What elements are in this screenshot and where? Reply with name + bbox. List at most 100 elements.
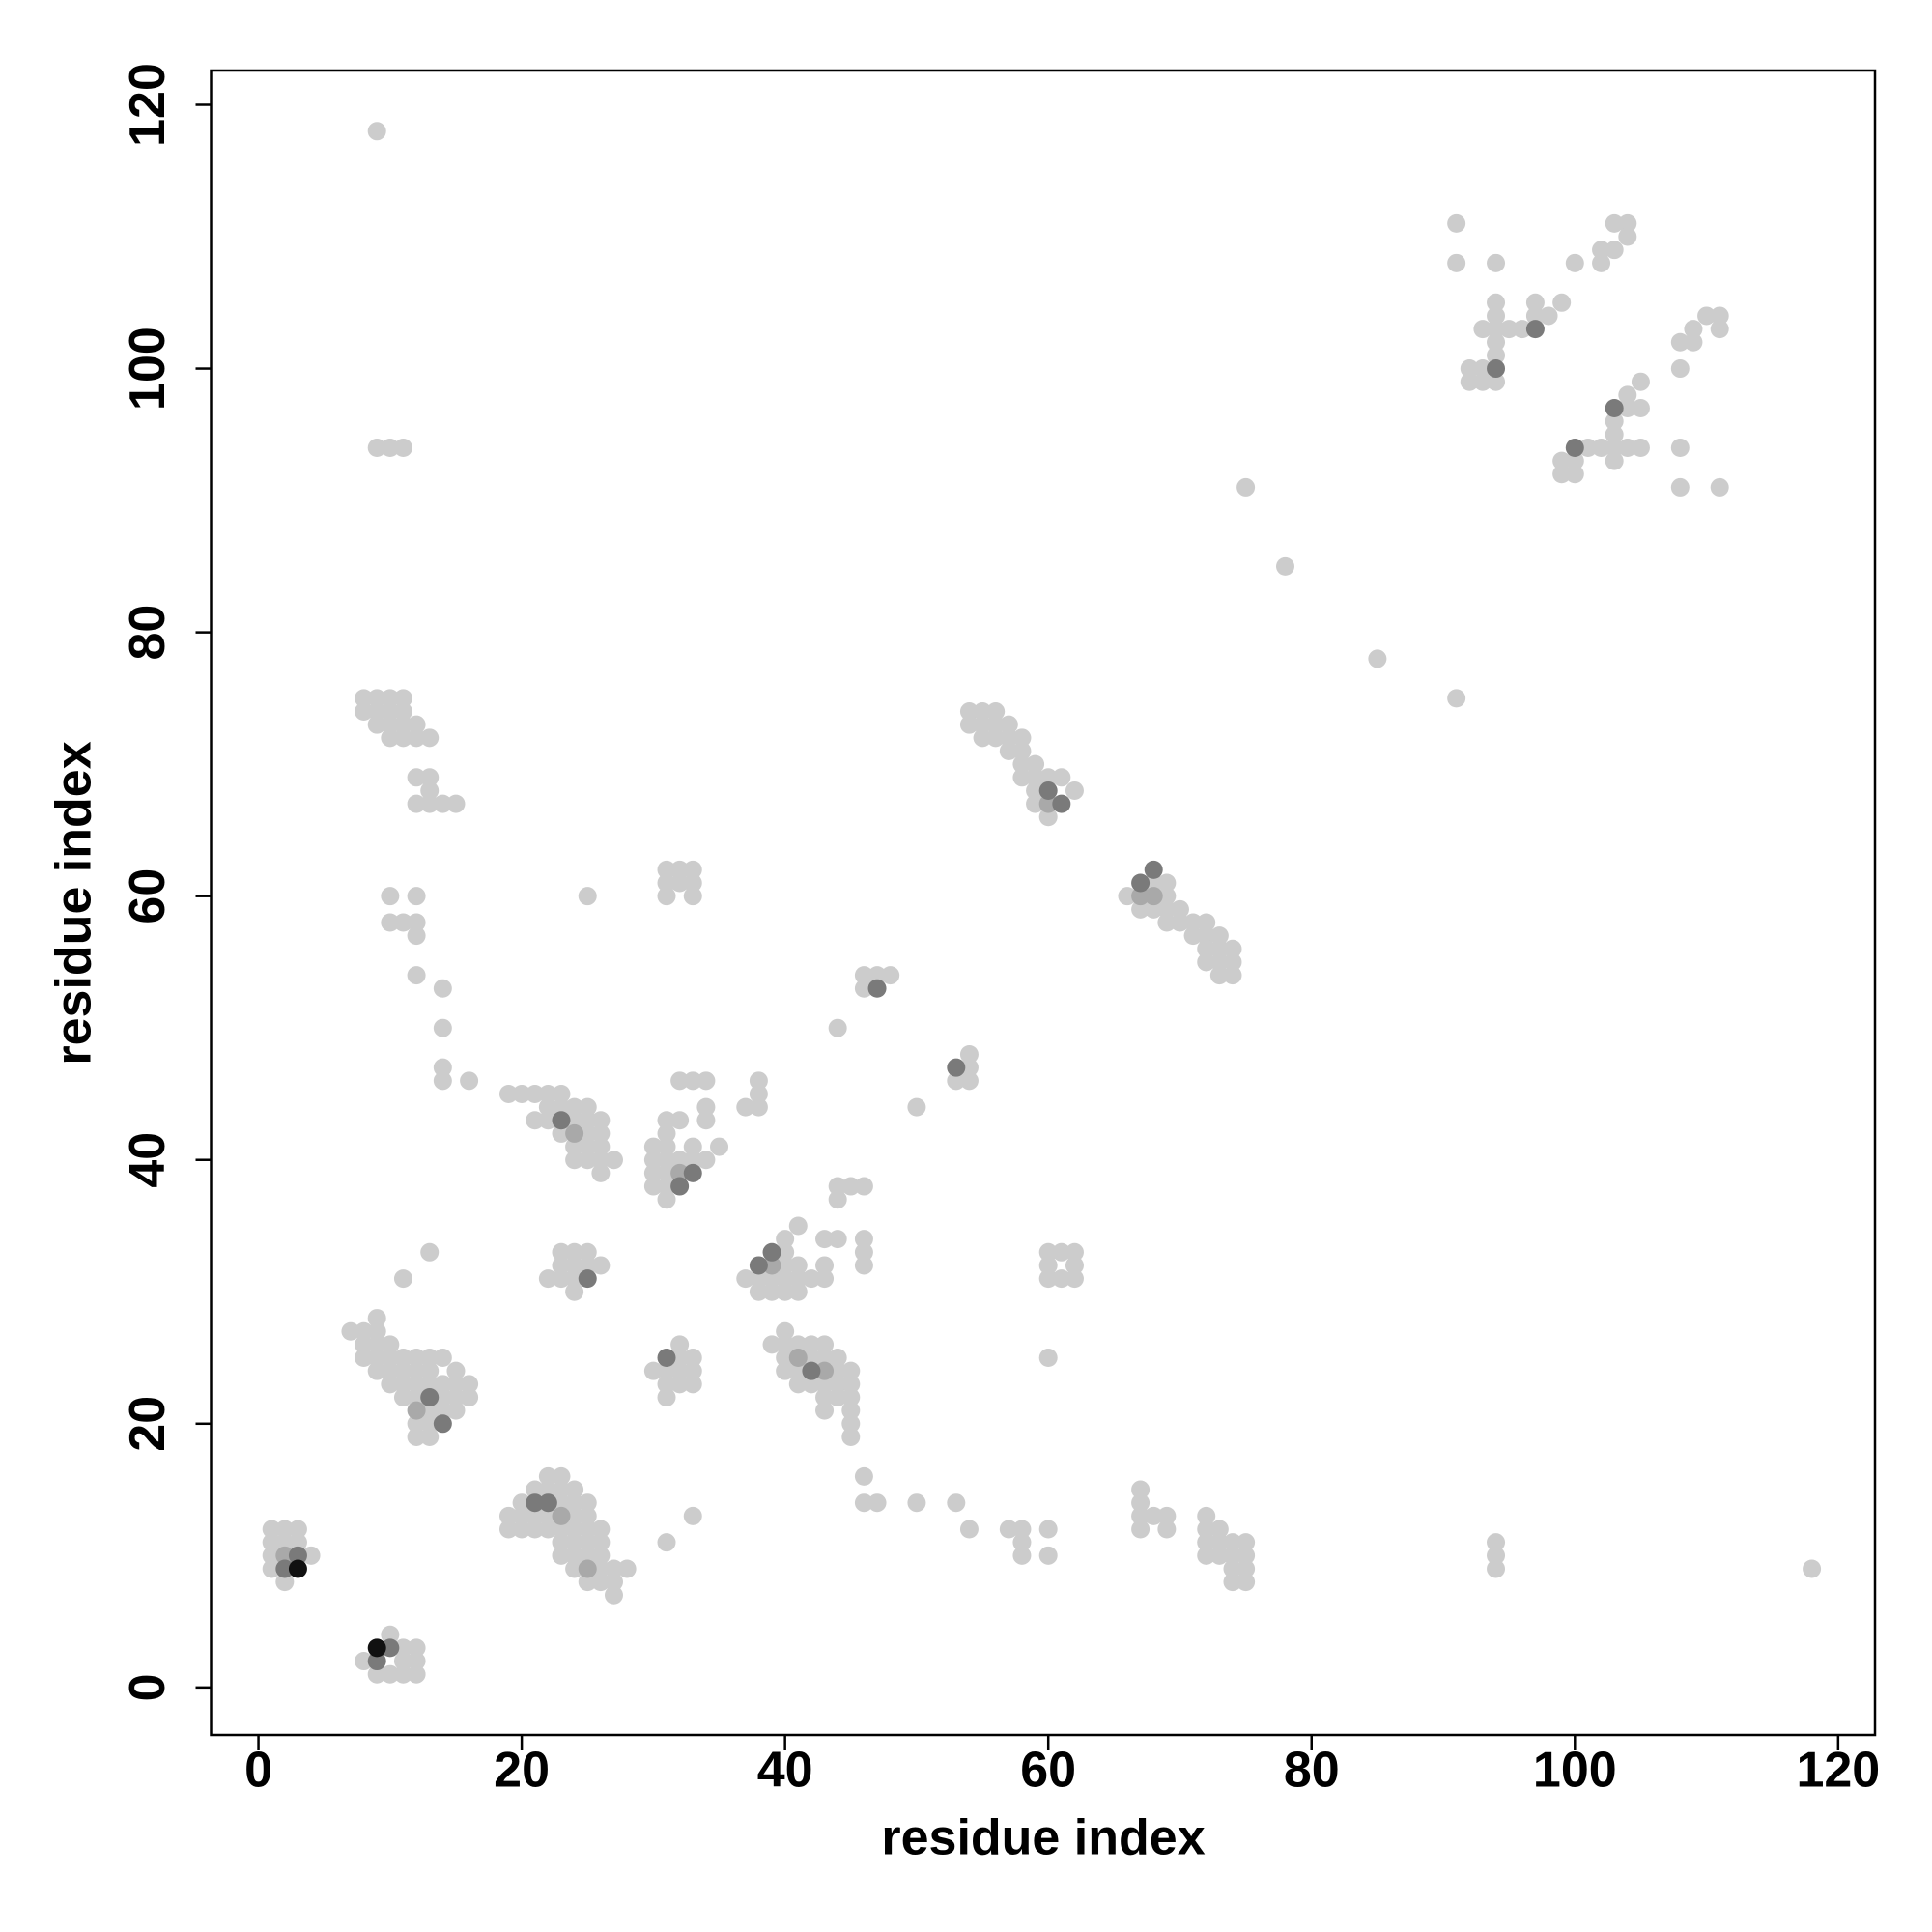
contact-point bbox=[776, 1256, 795, 1275]
contact-point bbox=[1038, 808, 1058, 827]
contact-point bbox=[460, 1375, 479, 1394]
contact-point bbox=[367, 1349, 386, 1368]
contact-point bbox=[1618, 399, 1637, 418]
contact-point bbox=[552, 1480, 571, 1499]
contact-point bbox=[657, 1361, 676, 1380]
contact-point bbox=[433, 1058, 452, 1077]
y-tick-label: 40 bbox=[120, 1132, 176, 1188]
contact-point bbox=[1236, 1533, 1256, 1552]
contact-point bbox=[1605, 213, 1624, 233]
contact-point bbox=[552, 1546, 571, 1565]
contact-point bbox=[828, 1361, 847, 1380]
y-tick-label: 120 bbox=[120, 63, 176, 147]
contact-point bbox=[433, 1387, 452, 1406]
contact-point bbox=[1487, 253, 1506, 272]
contact-point bbox=[288, 1520, 307, 1539]
contact-point bbox=[552, 1242, 571, 1262]
contact-point bbox=[1525, 293, 1545, 312]
contact-point bbox=[1183, 913, 1203, 932]
x-tick-label: 20 bbox=[494, 1743, 550, 1799]
contact-point bbox=[591, 1546, 611, 1565]
contact-point bbox=[407, 1401, 426, 1420]
contact-point bbox=[670, 873, 690, 893]
contact-point bbox=[420, 781, 440, 800]
contact-point bbox=[1038, 781, 1058, 800]
contact-point bbox=[538, 1466, 557, 1486]
contact-point bbox=[538, 1480, 557, 1499]
contact-point bbox=[1026, 794, 1045, 813]
contact-point bbox=[1026, 754, 1045, 774]
contact-point bbox=[1487, 1546, 1506, 1565]
contact-point bbox=[565, 1506, 584, 1525]
contact-point bbox=[841, 1401, 861, 1420]
contact-point bbox=[565, 1480, 584, 1499]
contact-point bbox=[1223, 1573, 1242, 1592]
contact-point bbox=[367, 715, 386, 734]
contact-point bbox=[1197, 1533, 1216, 1552]
contact-point bbox=[643, 1361, 663, 1380]
contact-point bbox=[1131, 1493, 1151, 1513]
contact-point bbox=[578, 1242, 597, 1262]
contact-point bbox=[749, 1256, 768, 1275]
contact-point bbox=[433, 1375, 452, 1394]
contact-point bbox=[1605, 399, 1624, 418]
contact-point bbox=[433, 1018, 452, 1037]
contact-point bbox=[841, 1375, 861, 1394]
contact-point bbox=[670, 860, 690, 879]
contact-point bbox=[1670, 477, 1690, 497]
contact-point bbox=[670, 1111, 690, 1130]
contact-point bbox=[565, 1493, 584, 1513]
contact-point bbox=[1157, 873, 1177, 893]
contact-point bbox=[407, 728, 426, 748]
contact-point bbox=[1012, 741, 1032, 760]
contact-point bbox=[1487, 293, 1506, 312]
contact-point bbox=[1197, 1506, 1216, 1525]
contact-point bbox=[552, 1084, 571, 1103]
contact-point bbox=[1012, 1520, 1032, 1539]
contact-point bbox=[578, 1533, 597, 1552]
contact-point bbox=[381, 1664, 400, 1684]
contact-point bbox=[670, 1349, 690, 1368]
contact-point bbox=[301, 1546, 321, 1565]
contact-point bbox=[881, 966, 900, 985]
contact-point bbox=[1144, 860, 1163, 879]
contact-point bbox=[591, 1111, 611, 1130]
contact-point bbox=[578, 1269, 597, 1289]
contact-point bbox=[578, 1256, 597, 1275]
contact-point bbox=[1710, 306, 1729, 326]
contact-point bbox=[1197, 1546, 1216, 1565]
contact-point bbox=[1012, 754, 1032, 774]
x-tick-label: 100 bbox=[1533, 1743, 1617, 1799]
contact-point bbox=[407, 926, 426, 946]
contact-point bbox=[683, 1375, 702, 1394]
contact-point bbox=[420, 1387, 440, 1406]
y-tick-label: 80 bbox=[120, 605, 176, 661]
contact-point bbox=[565, 1123, 584, 1143]
contact-point bbox=[762, 1282, 781, 1301]
contact-point bbox=[986, 715, 1006, 734]
contact-point bbox=[1697, 306, 1717, 326]
contact-point bbox=[1038, 768, 1058, 787]
contact-point bbox=[420, 1414, 440, 1434]
contact-point bbox=[591, 1559, 611, 1578]
contact-point bbox=[288, 1559, 307, 1578]
contact-point bbox=[1209, 1546, 1229, 1565]
contact-point bbox=[1487, 346, 1506, 365]
contact-point bbox=[498, 1506, 518, 1525]
contact-point bbox=[670, 1361, 690, 1380]
contact-point bbox=[867, 966, 887, 985]
contact-point bbox=[776, 1242, 795, 1262]
contact-point bbox=[683, 1361, 702, 1380]
contact-point bbox=[657, 887, 676, 906]
plot-frame bbox=[210, 69, 1877, 1737]
contact-point bbox=[538, 1084, 557, 1103]
contact-point bbox=[420, 1427, 440, 1446]
contact-point bbox=[1131, 887, 1151, 906]
contact-point bbox=[1473, 320, 1492, 339]
contact-point bbox=[1197, 1520, 1216, 1539]
contact-point bbox=[1460, 359, 1479, 379]
contact-point bbox=[1144, 899, 1163, 919]
contact-point bbox=[828, 1177, 847, 1196]
contact-point bbox=[538, 1111, 557, 1130]
contact-point bbox=[1012, 1546, 1032, 1565]
